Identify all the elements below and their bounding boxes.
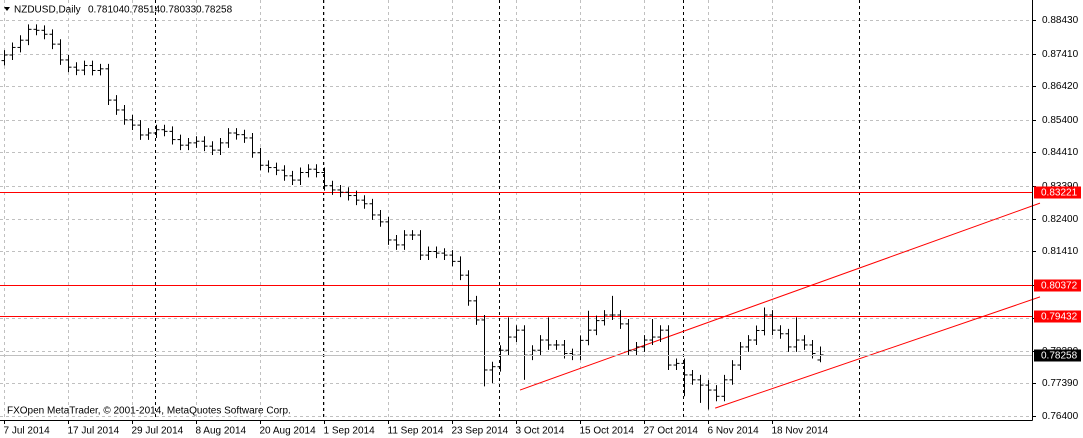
x-tick-label: 15 Oct 2014: [580, 426, 635, 437]
header-low: 0.78033: [160, 5, 197, 16]
x-tick-label: 27 Oct 2014: [644, 426, 699, 437]
level-label: 0.80372: [1041, 281, 1078, 292]
symbol-title: NZDUSD,Daily: [14, 5, 81, 16]
y-tick-label: 0.81410: [1042, 246, 1079, 257]
y-tick-label: 0.87410: [1042, 49, 1079, 60]
y-tick-label: 0.76400: [1042, 411, 1079, 422]
y-tick-label: 0.85400: [1042, 115, 1079, 126]
y-tick-label: 0.86420: [1042, 81, 1079, 92]
trendline: [715, 296, 1041, 409]
period-separators: [155, 0, 860, 420]
y-tick-label: 0.84410: [1042, 147, 1079, 158]
level-label-box: [1034, 279, 1081, 292]
level-label-box: [1034, 186, 1081, 199]
y-tick-label: 0.77390: [1042, 378, 1079, 389]
level-label: 0.79432: [1041, 312, 1078, 323]
header-open: 0.78104: [88, 5, 125, 16]
x-tick-label: 23 Sep 2014: [452, 426, 509, 437]
x-tick-label: 3 Oct 2014: [516, 426, 565, 437]
x-tick-label: 29 Jul 2014: [132, 426, 184, 437]
trendline: [519, 202, 1041, 391]
x-tick-label: 18 Nov 2014: [772, 426, 829, 437]
labels: 0.884300.874100.864200.854000.844100.833…: [4, 15, 1081, 437]
x-tick-label: 1 Sep 2014: [324, 426, 376, 437]
header-close: 0.78258: [196, 5, 233, 16]
current-price-box: [1034, 349, 1081, 362]
x-tick-label: 7 Jul 2014: [4, 426, 51, 437]
current-price-label: 0.78258: [1041, 351, 1078, 362]
y-tick-label: 0.88430: [1042, 15, 1079, 26]
x-tick-label: 20 Aug 2014: [260, 426, 317, 437]
y-tick-label: 0.82400: [1042, 214, 1079, 225]
x-tick-label: 11 Sep 2014: [388, 426, 444, 437]
footer: FXOpen MetaTrader, © 2001-2014, MetaQuot…: [7, 406, 291, 417]
x-tick-label: 17 Jul 2014: [68, 426, 120, 437]
header-high: 0.78514: [124, 5, 161, 16]
level-label-box: [1034, 310, 1081, 323]
plot: [0, 24, 1041, 410]
level-label: 0.83221: [1041, 188, 1078, 199]
x-tick-label: 6 Nov 2014: [708, 426, 760, 437]
x-tick-label: 8 Aug 2014: [196, 426, 247, 437]
header: NZDUSD,Daily 0.78104 0.78514 0.78033 0.7…: [4, 5, 233, 16]
menu-triangle: [4, 7, 10, 11]
